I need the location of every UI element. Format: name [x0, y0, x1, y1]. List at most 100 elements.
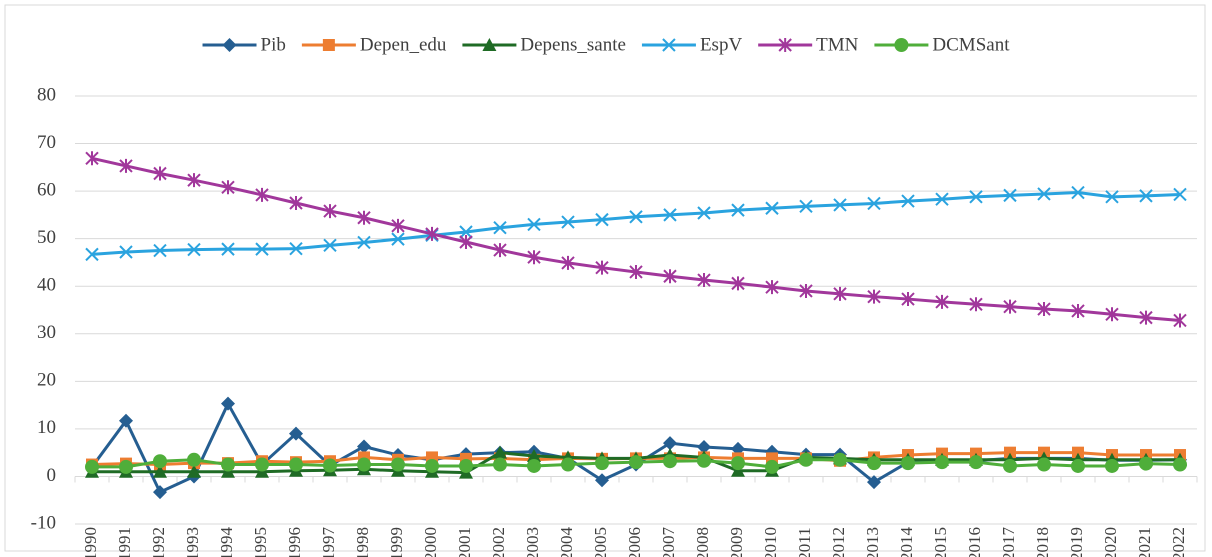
marker [969, 190, 983, 204]
marker [1105, 458, 1119, 473]
marker [663, 454, 677, 469]
marker [901, 194, 915, 208]
marker [222, 38, 237, 52]
marker [357, 210, 371, 225]
y-tick-label: 50 [37, 227, 56, 248]
marker [867, 475, 881, 490]
y-tick-label: -10 [31, 512, 56, 533]
y-tick-label: 40 [37, 275, 56, 296]
marker [799, 452, 813, 467]
marker [731, 456, 745, 471]
marker [1173, 187, 1187, 202]
marker [1003, 188, 1017, 203]
marker [561, 457, 575, 472]
marker [493, 457, 507, 472]
x-tick-label: 1994 [217, 527, 236, 557]
marker [153, 243, 167, 258]
marker [323, 238, 337, 253]
marker [731, 203, 745, 217]
marker [697, 453, 711, 468]
marker [1003, 299, 1017, 314]
marker [663, 269, 677, 284]
marker [391, 457, 405, 472]
legend: Pib Depen_edu Depens_sante EspV TMN DCMSant [202, 34, 1010, 55]
marker [894, 38, 909, 52]
x-tick-label: 2021 [1135, 527, 1154, 557]
marker [391, 232, 405, 246]
marker [662, 38, 676, 52]
marker [935, 192, 949, 206]
marker [221, 396, 235, 411]
marker [595, 260, 609, 275]
marker [629, 455, 643, 470]
marker [153, 454, 167, 469]
marker [459, 234, 473, 249]
marker [595, 473, 609, 488]
marker [595, 456, 609, 471]
marker [482, 38, 497, 51]
marker [1071, 458, 1085, 473]
marker [527, 217, 541, 232]
x-tick-label: 1997 [319, 527, 338, 557]
marker [833, 452, 847, 467]
marker [221, 457, 235, 472]
marker [1139, 310, 1153, 325]
marker [153, 166, 167, 181]
x-tick-label: 2008 [693, 527, 712, 557]
marker [493, 445, 507, 459]
marker [799, 283, 813, 298]
marker [935, 455, 949, 470]
marker [1173, 313, 1187, 328]
marker [595, 212, 609, 227]
x-tick-label: 2006 [625, 527, 644, 557]
marker [867, 196, 881, 211]
marker [697, 206, 711, 220]
marker [425, 226, 439, 241]
marker [799, 199, 813, 214]
marker [323, 204, 337, 219]
marker [731, 441, 745, 456]
marker [1105, 307, 1119, 322]
marker [663, 208, 677, 222]
marker [425, 458, 439, 473]
marker [153, 485, 167, 500]
marker [561, 215, 575, 229]
marker [493, 243, 507, 258]
marker [459, 225, 473, 239]
x-tick-label: 2019 [1067, 527, 1086, 557]
legend-label: Depens_sante [520, 34, 626, 55]
marker [391, 218, 405, 233]
x-tick-label: 2020 [1101, 527, 1120, 557]
x-tick-label: 2018 [1033, 527, 1052, 557]
y-tick-label: 0 [47, 465, 57, 486]
x-tick-label: 1993 [183, 527, 202, 557]
marker [765, 280, 779, 295]
marker [357, 235, 371, 250]
y-tick-label: 20 [37, 370, 56, 391]
marker [1072, 446, 1084, 459]
marker [459, 458, 473, 473]
marker [663, 436, 677, 451]
marker [561, 255, 575, 270]
x-tick-label: 2010 [761, 527, 780, 557]
marker [255, 457, 269, 472]
x-tick-label: 2014 [897, 527, 916, 557]
marker [867, 289, 881, 304]
x-tick-label: 2013 [863, 527, 882, 557]
marker [119, 413, 133, 428]
y-tick-label: 30 [37, 322, 56, 343]
marker [527, 250, 541, 265]
marker [255, 242, 269, 256]
marker [1071, 185, 1085, 200]
x-tick-label: 1999 [387, 527, 406, 557]
marker [697, 273, 711, 288]
legend-label: EspV [700, 34, 743, 55]
x-tick-label: 1991 [115, 527, 134, 557]
x-tick-label: 2009 [727, 527, 746, 557]
marker [935, 294, 949, 309]
x-tick-label: 2017 [999, 527, 1018, 557]
marker [255, 187, 269, 202]
marker [85, 459, 99, 474]
marker [119, 158, 133, 173]
marker [1105, 190, 1119, 204]
